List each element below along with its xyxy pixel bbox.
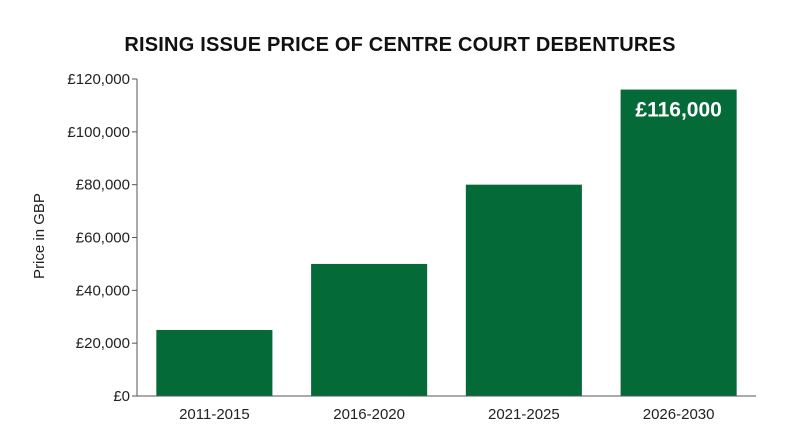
y-tick-label: £80,000: [76, 177, 130, 194]
y-tick-label: £0: [113, 388, 130, 405]
x-tick-label: 2011-2015: [179, 406, 250, 423]
chart-title: RISING ISSUE PRICE OF CENTRE COURT DEBEN…: [124, 34, 675, 56]
bar-2016-2020: [311, 263, 428, 396]
data-label: £116,000: [635, 99, 721, 122]
x-tick-label: 2016-2020: [333, 406, 405, 423]
data-labels-group: £116,000: [635, 99, 721, 122]
y-tick-label: £20,000: [76, 335, 130, 352]
x-ticks-group: 2011-2015 2016-2020 2021-2025 2026-2030: [179, 406, 714, 423]
x-tick-label: 2026-2030: [643, 406, 715, 423]
bar-2011-2015: [156, 329, 273, 396]
bar-2021-2025: [465, 184, 582, 396]
y-tick-label: £100,000: [67, 124, 130, 141]
y-tick-label: £60,000: [76, 230, 130, 247]
x-tick-label: 2021-2025: [488, 406, 560, 423]
y-ticks-group: £0 £20,000 £40,000 £60,000 £80,000 £100,000 £1…: [67, 71, 137, 405]
bars-group: [156, 89, 737, 397]
y-tick-label: £40,000: [76, 282, 130, 299]
y-axis-title: Price in GBP: [31, 193, 48, 279]
bar-2026-2030: [620, 89, 737, 397]
y-tick-label: £120,000: [67, 71, 130, 88]
